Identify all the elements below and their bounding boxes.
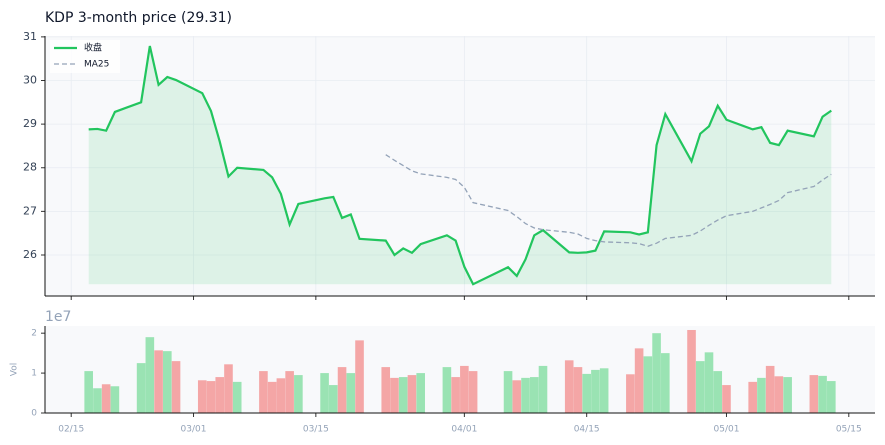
volume-bar (407, 375, 417, 413)
y-tick-label: 0 (31, 409, 37, 419)
volume-bar (564, 360, 574, 413)
volume-bar (206, 381, 216, 413)
volume-bar (329, 385, 338, 413)
legend-label: MA25 (84, 60, 109, 70)
volume-bar (529, 377, 539, 413)
volume-bar (154, 350, 163, 413)
volume-bar (713, 371, 723, 413)
x-tick-label: 03/15 (303, 425, 329, 435)
y-tick-label: 1 (31, 369, 37, 379)
volume-bar (84, 371, 93, 413)
volume-bar (634, 348, 644, 413)
volume-bar (538, 365, 548, 413)
volume-bar (442, 367, 452, 413)
volume-bar (259, 371, 268, 413)
y-tick-label: 31 (23, 30, 37, 43)
volume-bar (294, 375, 303, 413)
volume-bar (652, 333, 661, 413)
volume-bar (687, 329, 696, 413)
volume-bar (390, 377, 399, 413)
volume-bar (460, 365, 469, 413)
volume-bar (599, 368, 609, 413)
volume-bar (416, 373, 425, 413)
volume-bar (827, 381, 836, 413)
volume-bar (320, 373, 329, 413)
volume-bar (337, 367, 347, 413)
x-tick-label: 04/15 (574, 425, 600, 435)
volume-bar (809, 375, 819, 413)
volume-bar (276, 378, 286, 413)
volume-bar (224, 364, 233, 413)
legend-box (50, 40, 120, 73)
volume-bar (643, 356, 653, 413)
volume-bar (285, 371, 294, 413)
volume-bar (582, 373, 591, 413)
axis-offset: 1e7 (45, 309, 71, 325)
x-tick-label: 04/01 (451, 425, 477, 435)
legend-label: 收盘 (84, 42, 102, 54)
x-tick-label: 02/15 (58, 425, 84, 435)
plot-area (45, 326, 875, 413)
volume-bar (748, 381, 757, 413)
volume-bar (93, 388, 102, 413)
volume-bar (468, 371, 478, 413)
y-tick-label: 28 (23, 161, 37, 174)
y-axis-label: Vol (10, 363, 20, 376)
volume-bar (346, 373, 356, 413)
volume-bar (704, 352, 714, 413)
volume-bar (232, 381, 242, 413)
volume-bar (136, 363, 146, 413)
volume-bar (521, 377, 530, 413)
line (88, 45, 832, 286)
volume-bar (783, 377, 792, 413)
y-tick-label: 27 (23, 204, 37, 217)
volume-bar (661, 353, 670, 413)
volume-bar (451, 377, 460, 413)
volume-bar (355, 340, 364, 413)
volume-bar (398, 377, 408, 413)
volume-bar (757, 377, 766, 413)
chart-title: KDP 3-month price (29.31) (45, 10, 232, 26)
x-tick-label: 05/01 (714, 425, 740, 435)
volume-bar (171, 361, 181, 413)
area (88, 46, 832, 285)
volume-bar (503, 371, 513, 413)
x-tick-label: 03/01 (181, 425, 207, 435)
volume-bar (110, 386, 120, 413)
y-tick-label: 26 (23, 248, 37, 261)
volume-bar (145, 337, 155, 413)
volume-bar (197, 380, 207, 413)
y-tick-label: 30 (23, 73, 37, 86)
line (385, 154, 832, 247)
volume-bar (591, 369, 600, 413)
y-tick-label: 29 (23, 117, 37, 130)
volume-bar (818, 375, 827, 413)
volume-bar (215, 377, 225, 413)
volume-bar (765, 365, 775, 413)
volume-bar (573, 367, 583, 413)
volume-bar (163, 351, 172, 413)
volume-bar (267, 381, 277, 413)
volume-bar (774, 376, 784, 413)
volume-bar (101, 384, 111, 413)
volume-bar (512, 380, 522, 413)
volume-bar (626, 374, 635, 413)
volume-bar (695, 361, 705, 413)
x-tick-label: 05/15 (836, 425, 862, 435)
y-tick-label: 2 (31, 329, 37, 339)
volume-bar (722, 385, 731, 413)
volume-bar (381, 367, 391, 413)
